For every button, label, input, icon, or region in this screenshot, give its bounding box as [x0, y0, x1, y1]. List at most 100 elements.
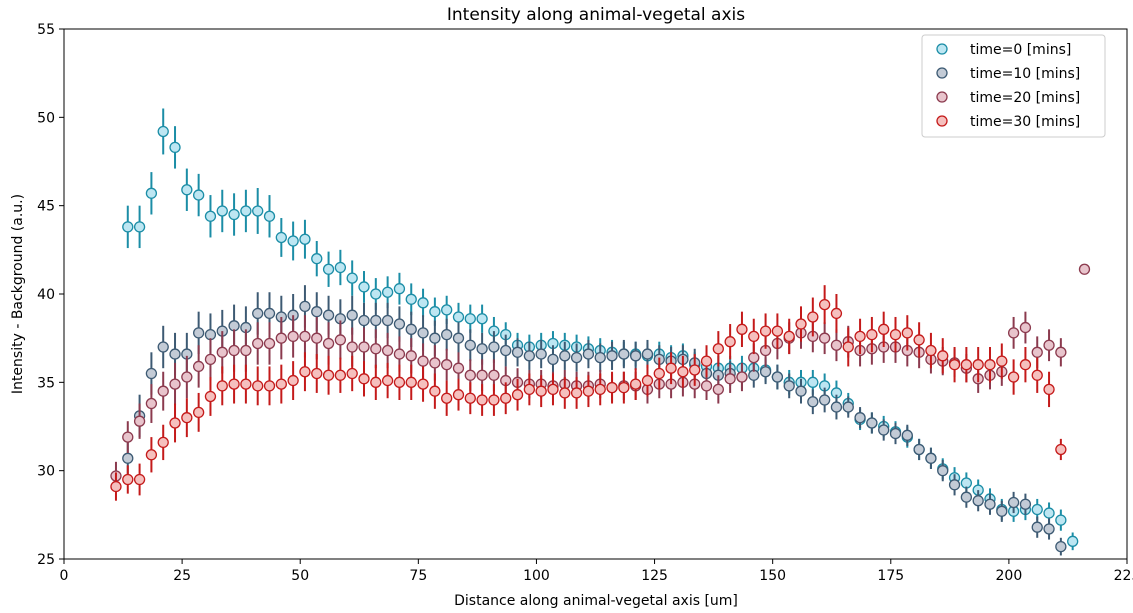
data-point: [181, 371, 193, 383]
data-point: [925, 452, 937, 464]
data-point: [476, 369, 488, 381]
x-tick-label: 25: [173, 568, 191, 584]
data-point: [417, 355, 429, 367]
data-point: [252, 380, 264, 392]
data-point: [299, 366, 311, 378]
data-point: [145, 449, 158, 461]
data-point: [488, 341, 500, 353]
data-point: [1078, 263, 1091, 275]
data-point: [689, 364, 701, 376]
data-point: [204, 390, 217, 403]
y-axis-label: Intensity - Background (a.u.): [10, 194, 26, 394]
data-point: [889, 328, 902, 341]
x-tick-label: 0: [60, 568, 69, 584]
series-1: [122, 108, 1079, 551]
data-point: [311, 367, 323, 380]
data-point: [500, 344, 512, 357]
data-point: [441, 304, 453, 316]
data-point: [759, 366, 772, 378]
data-point: [452, 389, 465, 401]
legend: time=0 [mins] time=10 [mins] time=20 [mins…: [921, 34, 1106, 138]
data-point: [736, 371, 748, 383]
data-point: [370, 376, 382, 388]
data-point: [133, 415, 146, 427]
data-point: [192, 360, 205, 373]
data-point: [511, 346, 524, 358]
data-point: [582, 348, 595, 360]
data-point: [133, 221, 146, 233]
x-tick-label: 150: [759, 568, 786, 584]
data-point: [287, 330, 299, 343]
data-point: [358, 314, 370, 327]
data-point: [535, 348, 547, 360]
data-point: [984, 359, 996, 371]
data-point: [984, 498, 996, 510]
data-point: [523, 350, 536, 362]
data-point: [1031, 503, 1043, 516]
data-point: [830, 401, 843, 413]
data-point: [570, 387, 583, 399]
data-point: [606, 381, 618, 394]
data-point: [759, 325, 772, 337]
data-point: [523, 383, 536, 396]
data-point: [417, 297, 429, 309]
data-point: [700, 355, 713, 367]
data-point: [547, 353, 559, 366]
y-tick-label: 50: [37, 110, 55, 126]
data-point: [807, 396, 819, 408]
data-point: [464, 339, 476, 351]
data-point: [712, 343, 724, 355]
data-point: [866, 328, 878, 341]
data-point: [901, 429, 913, 441]
data-point: [334, 334, 347, 346]
data-point: [441, 328, 453, 341]
data-point: [145, 187, 158, 199]
data-point: [736, 323, 748, 335]
data-point: [724, 336, 736, 348]
data-point: [630, 378, 642, 390]
data-point: [299, 330, 311, 343]
data-point: [110, 480, 122, 493]
data-point: [358, 373, 370, 385]
data-point: [311, 253, 323, 265]
data-point: [393, 318, 406, 330]
data-point: [1019, 321, 1032, 334]
series-3: [110, 263, 1091, 491]
data-point: [192, 189, 205, 201]
data-point: [169, 378, 181, 390]
data-point: [405, 376, 417, 388]
data-point: [122, 452, 134, 464]
data-point: [866, 417, 878, 429]
data-point: [417, 327, 429, 339]
data-point: [228, 344, 240, 357]
data-point: [346, 309, 358, 321]
data-point: [452, 362, 465, 374]
data-point: [996, 505, 1008, 517]
data-point: [252, 337, 264, 350]
data-point: [842, 401, 854, 413]
data-point: [381, 344, 394, 357]
data-point: [334, 261, 347, 274]
series-2: [122, 285, 1067, 556]
data-point: [559, 350, 571, 362]
x-axis-label: Distance along animal-vegetal axis [um]: [454, 593, 738, 609]
data-point: [641, 374, 654, 387]
data-point: [157, 436, 169, 449]
data-point: [275, 378, 287, 390]
data-point: [1007, 496, 1020, 509]
data-point: [996, 355, 1008, 367]
data-point: [1043, 523, 1055, 535]
data-point: [913, 334, 925, 346]
data-point: [299, 233, 311, 245]
data-point: [228, 378, 240, 390]
data-point: [263, 337, 276, 350]
data-point: [122, 431, 134, 443]
x-tick-label: 175: [877, 568, 904, 584]
data-point: [488, 394, 500, 406]
data-point: [807, 311, 819, 323]
data-point: [795, 385, 807, 397]
legend-label: time=20 [mins]: [970, 90, 1080, 106]
y-axis: 25 30 35 40 45 50 55: [37, 22, 64, 568]
x-tick-label: 200: [996, 568, 1023, 584]
